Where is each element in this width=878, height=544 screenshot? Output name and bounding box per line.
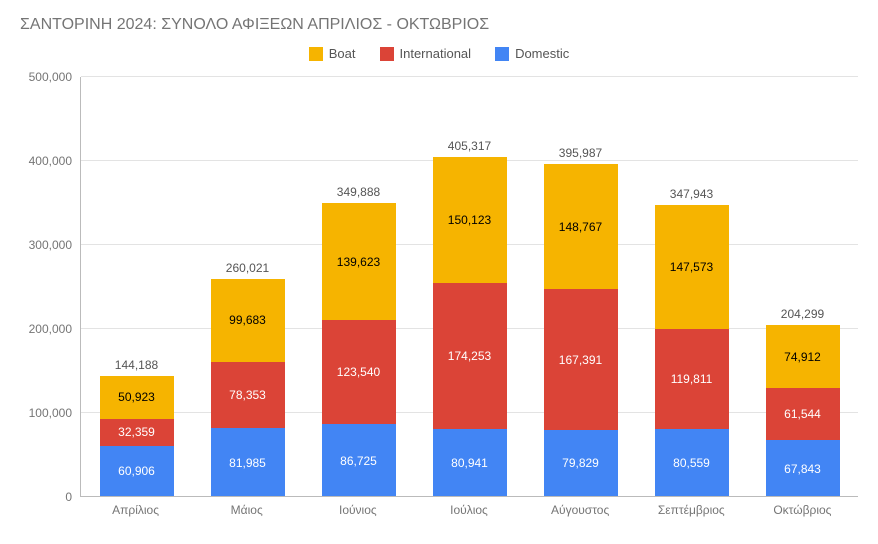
bar-segment-domestic-label: 67,843 bbox=[784, 463, 821, 475]
bar-segment-boat: 74,912 bbox=[766, 325, 840, 388]
bar-total-label: 260,021 bbox=[226, 261, 269, 275]
y-tick-label: 500,000 bbox=[29, 70, 72, 84]
bar-segment-boat: 148,767 bbox=[544, 164, 618, 289]
x-axis-label: Σεπτέμβριος bbox=[654, 503, 728, 517]
y-axis: 0100,000200,000300,000400,000500,000 bbox=[20, 77, 80, 497]
bar-segment-boat-label: 147,573 bbox=[670, 261, 713, 273]
bar-segment-boat-label: 150,123 bbox=[448, 214, 491, 226]
bar-group: 67,84361,54474,912204,299 bbox=[766, 325, 840, 497]
bar-segment-domestic: 80,941 bbox=[433, 429, 507, 497]
bar-segment-boat-label: 74,912 bbox=[784, 351, 821, 363]
bar-segment-domestic-label: 79,829 bbox=[562, 457, 599, 469]
bar-segment-international-label: 78,353 bbox=[229, 389, 266, 401]
legend-swatch-domestic bbox=[495, 47, 509, 61]
bar-total-label: 144,188 bbox=[115, 358, 158, 372]
bar-segment-domestic: 60,906 bbox=[100, 446, 174, 497]
y-tick-label: 400,000 bbox=[29, 154, 72, 168]
bar-segment-domestic-label: 80,559 bbox=[673, 457, 710, 469]
grid-area: 60,906 32,359 50,923 144,188 81,985 78,353 99,… bbox=[80, 77, 858, 497]
bar-group: 79,829167,391148,767395,987 bbox=[544, 164, 618, 497]
bar-segment-international: 61,544 bbox=[766, 388, 840, 440]
bar-segment-boat-label: 99,683 bbox=[229, 314, 266, 326]
bar-total-label: 395,987 bbox=[559, 146, 602, 160]
bar-segment-international: 78,353 bbox=[211, 362, 285, 428]
bar-segment-domestic-label: 81,985 bbox=[229, 457, 266, 469]
x-axis-label: Ιούνιος bbox=[321, 503, 395, 517]
bar-segment-boat: 50,923 bbox=[100, 376, 174, 419]
legend-item-international: International bbox=[380, 46, 472, 61]
legend-item-boat: Boat bbox=[309, 46, 356, 61]
bar-segment-domestic-label: 60,906 bbox=[118, 465, 155, 477]
legend-swatch-boat bbox=[309, 47, 323, 61]
legend-label-boat: Boat bbox=[329, 46, 356, 61]
bar-group: 86,725123,540139,623349,888 bbox=[322, 203, 396, 497]
bar-group: 81,98578,35399,683260,021 bbox=[211, 279, 285, 497]
bar-segment-international-label: 119,811 bbox=[671, 373, 713, 385]
bar-segment-domestic: 81,985 bbox=[211, 428, 285, 497]
baseline bbox=[81, 496, 858, 497]
bar-segment-boat-label: 148,767 bbox=[559, 221, 602, 233]
bar-segment-boat: 150,123 bbox=[433, 157, 507, 283]
bar-group: 80,941174,253150,123405,317 bbox=[433, 157, 507, 497]
plot-area: 0100,000200,000300,000400,000500,000 60,… bbox=[20, 77, 858, 497]
x-axis-label: Αύγουστος bbox=[543, 503, 617, 517]
bar-total-label: 349,888 bbox=[337, 185, 380, 199]
bar-segment-domestic: 80,559 bbox=[655, 429, 729, 497]
x-axis-label: Οκτώβριος bbox=[765, 503, 839, 517]
bar-segment-international: 167,391 bbox=[544, 289, 618, 430]
bar-segment-international-label: 167,391 bbox=[559, 354, 602, 366]
chart-title: ΣΑΝΤΟΡΙΝΗ 2024: ΣΥΝΟΛΟ ΑΦΙΞΕΩΝ ΑΠΡΙΛΙΟΣ … bbox=[20, 16, 858, 34]
bar-segment-boat: 99,683 bbox=[211, 279, 285, 363]
legend-swatch-international bbox=[380, 47, 394, 61]
legend-label-international: International bbox=[400, 46, 472, 61]
bar-total-label: 204,299 bbox=[781, 307, 824, 321]
y-tick-label: 200,000 bbox=[29, 322, 72, 336]
x-axis-label: Ιούλιος bbox=[432, 503, 506, 517]
bar-total-label: 347,943 bbox=[670, 187, 713, 201]
x-axis-label: Μάιος bbox=[210, 503, 284, 517]
bar-segment-international: 119,811 bbox=[655, 329, 729, 430]
bar-segment-international-label: 123,540 bbox=[337, 366, 380, 378]
bar-segment-international-label: 61,544 bbox=[784, 408, 821, 420]
bar-segment-international-label: 174,253 bbox=[448, 350, 491, 362]
chart-container: ΣΑΝΤΟΡΙΝΗ 2024: ΣΥΝΟΛΟ ΑΦΙΞΕΩΝ ΑΠΡΙΛΙΟΣ … bbox=[0, 0, 878, 544]
y-tick-label: 300,000 bbox=[29, 238, 72, 252]
bars-row: 60,906 32,359 50,923 144,188 81,985 78,353 99,… bbox=[81, 77, 858, 497]
bar-segment-domestic: 86,725 bbox=[322, 424, 396, 497]
bar-group: 60,90632,35950,923144,188 bbox=[100, 376, 174, 497]
bar-segment-domestic-label: 86,725 bbox=[340, 455, 377, 467]
bar-total-label: 405,317 bbox=[448, 139, 491, 153]
y-tick-label: 0 bbox=[65, 490, 72, 504]
legend-label-domestic: Domestic bbox=[515, 46, 569, 61]
y-tick-label: 100,000 bbox=[29, 406, 72, 420]
bar-segment-domestic: 79,829 bbox=[544, 430, 618, 497]
bar-segment-international: 174,253 bbox=[433, 283, 507, 429]
x-axis: Απρίλιος Μάιος Ιούνιος Ιούλιος Αύγουστος Σεπτ… bbox=[80, 503, 858, 517]
bar-segment-boat-label: 139,623 bbox=[337, 256, 380, 268]
bar-group: 80,559119,811147,573347,943 bbox=[655, 205, 729, 497]
legend: Boat International Domestic bbox=[20, 46, 858, 61]
x-axis-label: Απρίλιος bbox=[99, 503, 173, 517]
bar-segment-boat: 147,573 bbox=[655, 205, 729, 329]
bar-segment-domestic-label: 80,941 bbox=[451, 457, 488, 469]
bar-segment-international: 123,540 bbox=[322, 320, 396, 424]
bar-segment-international: 32,359 bbox=[100, 419, 174, 446]
bar-segment-domestic: 67,843 bbox=[766, 440, 840, 497]
bar-segment-boat: 139,623 bbox=[322, 203, 396, 320]
bar-segment-international-label: 32,359 bbox=[118, 426, 155, 438]
bar-segment-boat-label: 50,923 bbox=[118, 391, 155, 403]
legend-item-domestic: Domestic bbox=[495, 46, 569, 61]
